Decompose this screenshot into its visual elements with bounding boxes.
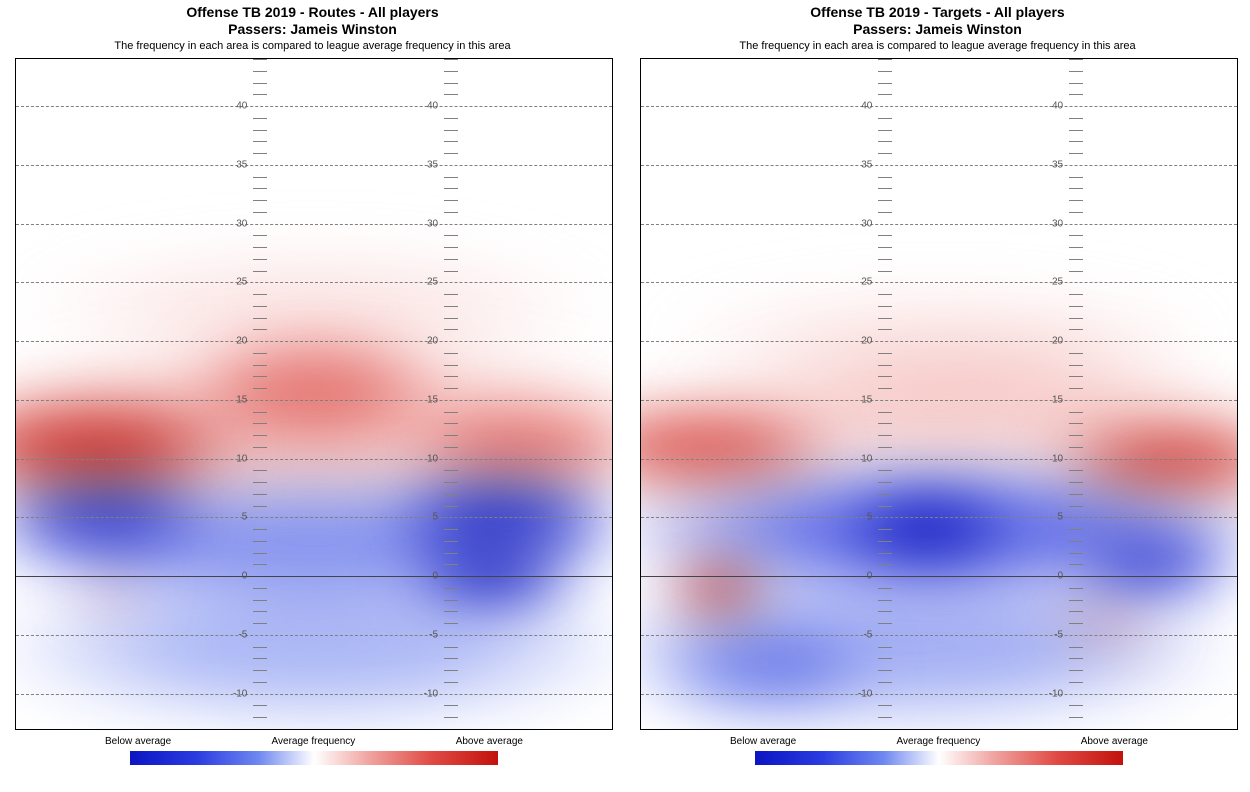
panel-targets-title2: Passers: Jameis Winston [625, 21, 1250, 38]
panel-routes-title2: Passers: Jameis Winston [0, 21, 625, 38]
yardlines-targets: -10-50510152025303540-10-505101520253035… [641, 59, 1237, 729]
panel-targets: Offense TB 2019 - Targets - All players … [625, 0, 1250, 52]
yard-label: 20 [217, 336, 247, 347]
plot-routes: -10-50510152025303540-10-505101520253035… [15, 58, 613, 730]
legend-targets: Below average Average frequency Above av… [640, 736, 1238, 786]
yard-label: 35 [842, 159, 872, 170]
yard-label: 20 [1033, 336, 1063, 347]
panel-routes-subtitle: The frequency in each area is compared t… [0, 40, 625, 52]
yard-label: 5 [842, 512, 872, 523]
yard-label: 15 [217, 394, 247, 405]
yard-label: -5 [217, 629, 247, 640]
yardline [16, 576, 612, 577]
yardline [641, 694, 1237, 695]
hash-column: -10-50510152025303540 [245, 59, 275, 729]
yardline [641, 576, 1237, 577]
legend-targets-labels: Below average Average frequency Above av… [640, 736, 1238, 747]
yard-label: 40 [842, 101, 872, 112]
yard-label: 30 [842, 218, 872, 229]
panel-targets-subtitle: The frequency in each area is compared t… [625, 40, 1250, 52]
yard-label: 40 [217, 101, 247, 112]
yardline [16, 224, 612, 225]
yardline [641, 282, 1237, 283]
yard-label: 10 [217, 453, 247, 464]
hash-column: -10-50510152025303540 [870, 59, 900, 729]
yardline [16, 106, 612, 107]
yard-label: 5 [217, 512, 247, 523]
legend-center-label: Average frequency [897, 736, 981, 747]
legend-center-label: Average frequency [272, 736, 356, 747]
yard-label: 30 [217, 218, 247, 229]
yard-label: 40 [408, 101, 438, 112]
yard-label: 15 [1033, 394, 1063, 405]
panel-targets-titles: Offense TB 2019 - Targets - All players … [625, 0, 1250, 52]
hash-column: -10-50510152025303540 [1061, 59, 1091, 729]
legend-routes-labels: Below average Average frequency Above av… [15, 736, 613, 747]
yard-label: 0 [408, 571, 438, 582]
yardlines-routes: -10-50510152025303540-10-505101520253035… [16, 59, 612, 729]
yard-label: 30 [408, 218, 438, 229]
panel-routes-titles: Offense TB 2019 - Routes - All players P… [0, 0, 625, 52]
yard-label: 0 [217, 571, 247, 582]
panel-routes-title1: Offense TB 2019 - Routes - All players [0, 4, 625, 21]
yard-label: -10 [408, 688, 438, 699]
yard-label: 5 [1033, 512, 1063, 523]
yard-label: 10 [408, 453, 438, 464]
yard-label: 25 [1033, 277, 1063, 288]
yardline [641, 341, 1237, 342]
yard-label: -10 [842, 688, 872, 699]
yard-label: 30 [1033, 218, 1063, 229]
yard-label: 20 [842, 336, 872, 347]
legend-bar-routes [130, 751, 498, 765]
yardline [641, 635, 1237, 636]
legend-right-label: Above average [1081, 736, 1148, 747]
yard-label: 0 [1033, 571, 1063, 582]
yard-label: 35 [408, 159, 438, 170]
legend-bar-targets [755, 751, 1123, 765]
yard-label: 15 [408, 394, 438, 405]
yard-label: 35 [1033, 159, 1063, 170]
figure-container: Offense TB 2019 - Routes - All players P… [0, 0, 1250, 792]
yard-label: 25 [842, 277, 872, 288]
yardline [16, 400, 612, 401]
yardline [641, 400, 1237, 401]
legend-left-label: Below average [730, 736, 796, 747]
legend-right-label: Above average [456, 736, 523, 747]
yard-label: -10 [217, 688, 247, 699]
yard-label: -10 [1033, 688, 1063, 699]
panel-routes: Offense TB 2019 - Routes - All players P… [0, 0, 625, 52]
hash-column: -10-50510152025303540 [436, 59, 466, 729]
yard-label: 20 [408, 336, 438, 347]
yard-label: 35 [217, 159, 247, 170]
yardline [16, 341, 612, 342]
yardline [16, 459, 612, 460]
yardline [16, 694, 612, 695]
yardline [16, 635, 612, 636]
yardline [641, 459, 1237, 460]
panel-targets-title1: Offense TB 2019 - Targets - All players [625, 4, 1250, 21]
yard-label: -5 [1033, 629, 1063, 640]
yardline [641, 517, 1237, 518]
yard-label: 5 [408, 512, 438, 523]
yard-label: 25 [408, 277, 438, 288]
yardline [16, 165, 612, 166]
yard-label: 15 [842, 394, 872, 405]
yardline [16, 517, 612, 518]
yardline [16, 282, 612, 283]
yard-label: -5 [842, 629, 872, 640]
plot-targets: -10-50510152025303540-10-505101520253035… [640, 58, 1238, 730]
yard-label: 25 [217, 277, 247, 288]
yard-label: 10 [842, 453, 872, 464]
legend-left-label: Below average [105, 736, 171, 747]
yard-label: 40 [1033, 101, 1063, 112]
yard-label: 10 [1033, 453, 1063, 464]
yardline [641, 224, 1237, 225]
yardline [641, 165, 1237, 166]
legend-routes: Below average Average frequency Above av… [15, 736, 613, 786]
yard-label: 0 [842, 571, 872, 582]
yardline [641, 106, 1237, 107]
yard-label: -5 [408, 629, 438, 640]
